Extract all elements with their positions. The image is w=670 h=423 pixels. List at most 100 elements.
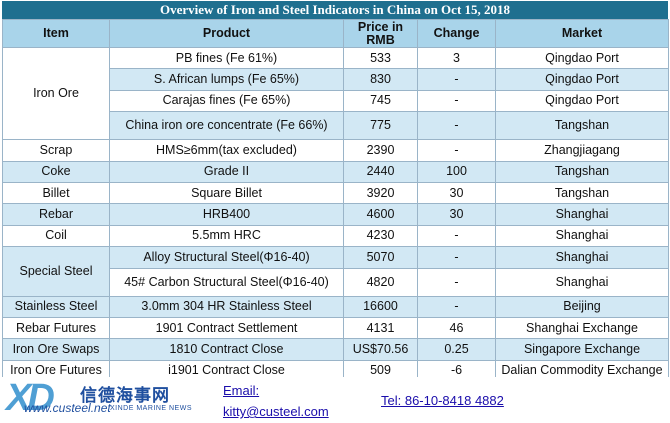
item-cell: Stainless Steel <box>2 295 110 318</box>
change-cell: - <box>417 139 496 162</box>
price-cell: 533 <box>343 46 418 70</box>
market-cell: Qingdao Port <box>495 68 669 91</box>
logo-mark: XD <box>6 377 55 419</box>
change-cell: 3 <box>417 46 496 70</box>
market-cell: Qingdao Port <box>495 89 669 113</box>
email-link[interactable]: kitty@custeel.com <box>223 404 329 419</box>
footer: XD 信德海事网 www.custeel.net XINDE MARINE NE… <box>0 377 670 423</box>
table-row: Rebar Futures 1901 Contract Settlement 4… <box>2 316 669 340</box>
price-cell: 4230 <box>343 224 418 248</box>
table-row: Iron Ore Swaps 1810 Contract Close US$70… <box>2 338 669 361</box>
product-cell: 1810 Contract Close <box>109 338 344 361</box>
logo-chinese-name: 信德海事网 <box>80 386 170 405</box>
change-cell: 100 <box>417 160 496 183</box>
market-cell: Singapore Exchange <box>495 338 669 361</box>
item-cell: Rebar <box>2 203 110 226</box>
item-cell: Iron Ore Swaps <box>2 338 110 361</box>
indicator-table: Item Product Price in RMB Change Market … <box>2 19 669 383</box>
price-cell: 4131 <box>343 316 418 340</box>
table-row: Scrap HMS≥6mm(tax excluded) 2390 - Zhang… <box>2 139 669 162</box>
price-cell: 5070 <box>343 246 418 269</box>
item-cell: Rebar Futures <box>2 316 110 340</box>
price-cell: 16600 <box>343 295 418 318</box>
market-cell: Tangshan <box>495 181 669 205</box>
change-cell: - <box>417 68 496 91</box>
product-cell: 3.0mm 304 HR Stainless Steel <box>109 295 344 318</box>
header-item: Item <box>2 19 110 48</box>
price-cell: US$70.56 <box>343 338 418 361</box>
header-change: Change <box>417 19 496 48</box>
change-cell: 46 <box>417 316 496 340</box>
product-cell: Square Billet <box>109 181 344 205</box>
product-cell: Grade II <box>109 160 344 183</box>
table-row: Carajas fines (Fe 65%) 745 - Qingdao Por… <box>3 89 669 113</box>
market-cell: Shanghai <box>495 203 669 226</box>
item-cell: Billet <box>2 181 110 205</box>
email-label-link[interactable]: Email: <box>223 383 260 398</box>
product-cell: 5.5mm HRC <box>109 224 344 248</box>
header-product: Product <box>109 19 344 48</box>
item-cell: Special Steel <box>2 246 110 297</box>
change-cell: - <box>417 89 496 113</box>
price-cell: 4600 <box>343 203 418 226</box>
change-cell: - <box>417 224 496 248</box>
product-cell: 1901 Contract Settlement <box>109 316 344 340</box>
table-row: Stainless Steel 3.0mm 304 HR Stainless S… <box>2 295 669 318</box>
header-market: Market <box>495 19 669 48</box>
table-row: S. African lumps (Fe 65%) 830 - Qingdao … <box>3 68 669 91</box>
change-cell: 30 <box>417 181 496 205</box>
table-row: Coke Grade II 2440 100 Tangshan <box>2 160 669 183</box>
product-cell: PB fines (Fe 61%) <box>109 46 344 70</box>
table-header-row: Item Product Price in RMB Change Market <box>2 19 669 48</box>
change-cell: - <box>417 267 496 297</box>
table-row: Rebar HRB400 4600 30 Shanghai <box>2 203 669 226</box>
table-row: Coil 5.5mm HRC 4230 - Shanghai <box>2 224 669 248</box>
market-cell: Shanghai Exchange <box>495 316 669 340</box>
product-cell: HMS≥6mm(tax excluded) <box>109 139 344 162</box>
xinde-logo: XD 信德海事网 www.custeel.net XINDE MARINE NE… <box>6 379 196 421</box>
item-cell: Coke <box>2 160 110 183</box>
product-cell: China iron ore concentrate (Fe 66%) <box>109 111 344 141</box>
product-cell: 45# Carbon Structural Steel(Φ16-40) <box>109 267 344 297</box>
table-row: Iron Ore Futures i1901 Contract Close 50… <box>2 359 669 383</box>
market-cell: Shanghai <box>495 246 669 269</box>
market-cell: Shanghai <box>495 267 669 297</box>
market-cell: Qingdao Port <box>495 46 669 70</box>
market-cell: Shanghai <box>495 224 669 248</box>
product-cell: S. African lumps (Fe 65%) <box>109 68 344 91</box>
logo-website: www.custeel.net <box>24 401 111 415</box>
market-cell: Dalian Commodity Exchange <box>495 359 669 383</box>
logo-subtitle: XINDE MARINE NEWS <box>110 405 193 412</box>
header-price: Price in RMB <box>343 19 418 48</box>
market-cell: Tangshan <box>495 160 669 183</box>
change-cell: - <box>417 111 496 141</box>
table-row: Iron Ore PB fines (Fe 61%) 533 3 Qingdao… <box>2 46 669 141</box>
table-row: 45# Carbon Structural Steel(Φ16-40) 4820… <box>3 267 669 297</box>
change-cell: 30 <box>417 203 496 226</box>
product-cell: Alloy Structural Steel(Φ16-40) <box>109 246 344 269</box>
table-row: China iron ore concentrate (Fe 66%) 775 … <box>3 111 669 141</box>
product-cell: HRB400 <box>109 203 344 226</box>
price-cell: 775 <box>343 111 418 141</box>
sheet-title: Overview of Iron and Steel Indicators in… <box>2 1 668 19</box>
price-cell: 830 <box>343 68 418 91</box>
price-cell: 3920 <box>343 181 418 205</box>
change-cell: 0.25 <box>417 338 496 361</box>
table-row: Special Steel Alloy Structural Steel(Φ16… <box>2 246 669 297</box>
item-cell: Iron Ore <box>2 46 110 141</box>
price-cell: 2390 <box>343 139 418 162</box>
price-cell: 745 <box>343 89 418 113</box>
table-row: Billet Square Billet 3920 30 Tangshan <box>2 181 669 205</box>
item-cell: Scrap <box>2 139 110 162</box>
phone-link[interactable]: Tel: 86-10-8418 4882 <box>381 393 504 408</box>
market-cell: Tangshan <box>495 111 669 141</box>
market-cell: Zhangjiagang <box>495 139 669 162</box>
market-cell: Beijing <box>495 295 669 318</box>
item-cell: Coil <box>2 224 110 248</box>
product-cell: i1901 Contract Close <box>109 359 344 383</box>
product-cell: Carajas fines (Fe 65%) <box>109 89 344 113</box>
change-cell: - <box>417 295 496 318</box>
price-cell: 4820 <box>343 267 418 297</box>
change-cell: - <box>417 246 496 269</box>
